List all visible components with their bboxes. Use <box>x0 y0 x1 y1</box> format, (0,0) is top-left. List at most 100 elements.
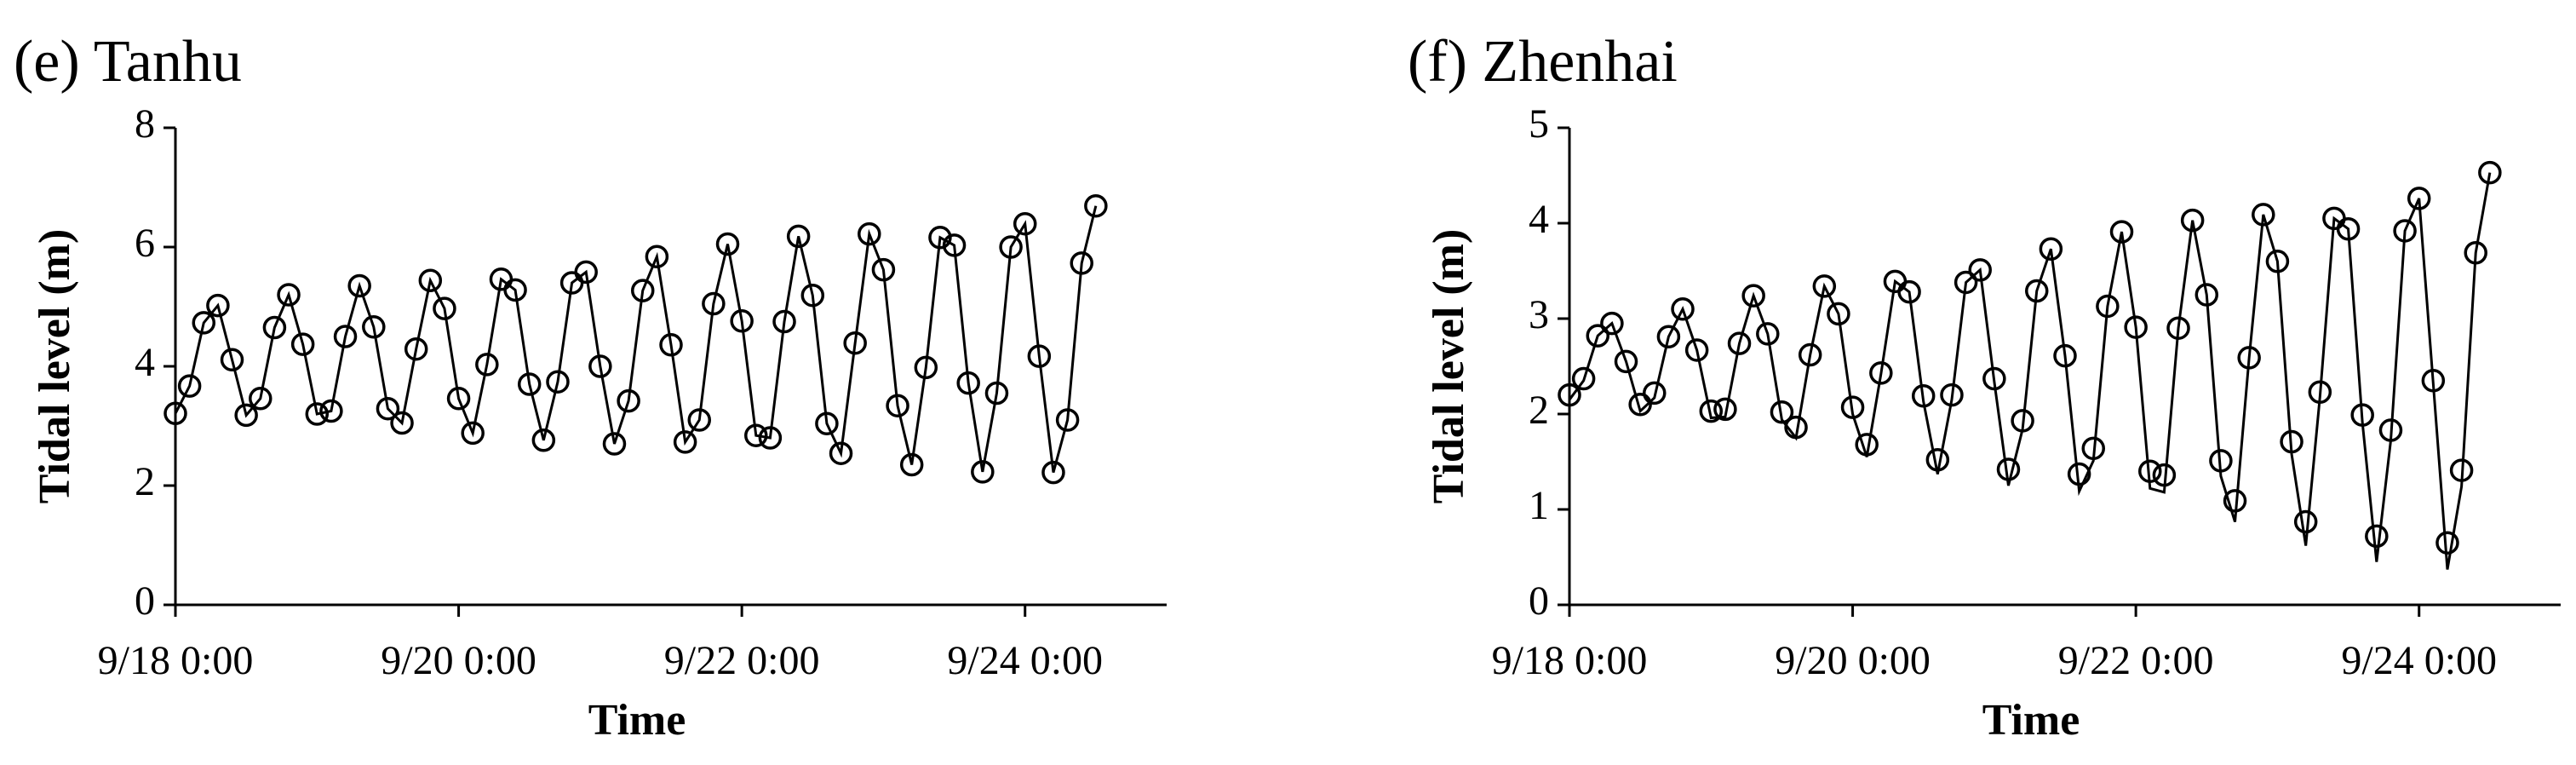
observed-point <box>617 388 640 413</box>
observed-point <box>1756 322 1780 346</box>
observed-point <box>2011 409 2034 433</box>
observed-point <box>2252 203 2275 227</box>
observed-point <box>942 233 967 257</box>
observed-point <box>305 402 330 426</box>
observed-point <box>1041 460 1065 485</box>
observed-point <box>290 332 315 356</box>
observed-point <box>1699 399 1724 423</box>
observed-point <box>234 403 258 428</box>
observed-point <box>914 355 938 380</box>
observed-point <box>2180 208 2205 233</box>
observed-point <box>971 460 995 484</box>
observed-point <box>956 371 980 395</box>
observed-point <box>376 396 400 421</box>
observed-point <box>1770 400 1794 424</box>
observed-point <box>531 429 556 452</box>
observed-point <box>1727 331 1752 355</box>
y-tick-label: 2 <box>1529 388 1549 433</box>
observed-point <box>2478 160 2502 185</box>
observed-point <box>2365 524 2389 549</box>
observed-point <box>1713 397 1737 422</box>
observed-point <box>2152 463 2177 487</box>
observed-point <box>2096 294 2120 319</box>
observed-point <box>645 244 669 268</box>
observed-point <box>418 268 443 292</box>
observed-point <box>2280 429 2303 454</box>
observed-point <box>928 226 952 250</box>
observed-point <box>588 354 612 378</box>
observed-point <box>2464 240 2487 265</box>
observed-point <box>1940 382 1964 407</box>
observed-point <box>1600 311 1624 336</box>
observed-point <box>1013 211 1037 236</box>
observed-point <box>333 325 358 348</box>
observed-point <box>404 336 428 361</box>
y-axis-title: Tidal level (m) <box>31 229 79 504</box>
observed-point <box>702 291 726 316</box>
y-axis-title: Tidal level (m) <box>1425 229 1473 504</box>
observed-point <box>673 430 697 454</box>
x-tick-label: 9/20 0:00 <box>1775 638 1931 683</box>
observed-point <box>262 315 287 340</box>
observed-point <box>999 235 1023 259</box>
observed-point <box>2039 237 2063 261</box>
observed-point <box>2350 403 2374 427</box>
observed-point <box>2109 220 2134 244</box>
observed-point <box>2378 418 2403 442</box>
observed-point <box>546 370 570 394</box>
observed-point <box>1798 342 1822 367</box>
observed-point <box>1614 349 1638 374</box>
observed-point <box>2138 459 2162 483</box>
observed-point <box>1055 408 1080 432</box>
observed-point <box>2223 489 2247 513</box>
observed-point <box>786 224 811 249</box>
observed-point <box>277 283 301 307</box>
observed-point <box>574 260 598 285</box>
observed-point <box>2293 509 2318 534</box>
y-tick-label: 5 <box>1529 101 1549 147</box>
observed-point <box>1628 393 1652 417</box>
y-tick-label: 3 <box>1529 292 1549 337</box>
observed-point <box>843 331 867 355</box>
observed-point <box>362 315 386 339</box>
observed-point <box>192 311 216 335</box>
observed-point <box>1855 433 1879 457</box>
observed-point <box>446 387 471 411</box>
chart-title: (e) Tanhu <box>14 29 242 95</box>
y-tick-label: 4 <box>1529 197 1549 242</box>
observed-point <box>1840 395 1865 419</box>
simulated-line <box>174 205 1098 473</box>
y-tick-label: 4 <box>135 340 155 385</box>
observed-point <box>1911 383 1936 408</box>
observed-point <box>206 293 230 318</box>
observed-point <box>730 309 754 333</box>
observed-point <box>220 348 244 372</box>
y-tick-label: 1 <box>1529 483 1549 528</box>
observed-point <box>390 411 414 435</box>
observed-point <box>2407 187 2431 210</box>
observed-point <box>2067 462 2091 486</box>
observed-point <box>177 374 202 398</box>
observed-point <box>1827 302 1850 326</box>
observed-point <box>630 279 655 302</box>
observed-point <box>858 221 881 246</box>
observed-point <box>1656 325 1681 349</box>
observed-point <box>1741 284 1765 308</box>
observed-point <box>687 408 712 432</box>
y-tick-label: 6 <box>135 221 155 266</box>
observed-point <box>602 432 627 456</box>
chart-title: (f) Zhenhai <box>1408 29 1678 95</box>
observed-point <box>815 411 839 435</box>
observed-point <box>758 426 783 450</box>
observed-point <box>2265 250 2290 273</box>
observed-point <box>164 401 187 426</box>
x-tick-label: 9/18 0:00 <box>1492 638 1648 683</box>
x-tick-label: 9/24 0:00 <box>947 638 1103 683</box>
observed-point <box>461 421 485 446</box>
observed-point <box>1784 415 1808 440</box>
observed-point <box>249 387 273 411</box>
observed-point <box>2449 458 2474 482</box>
observed-point <box>744 423 768 447</box>
